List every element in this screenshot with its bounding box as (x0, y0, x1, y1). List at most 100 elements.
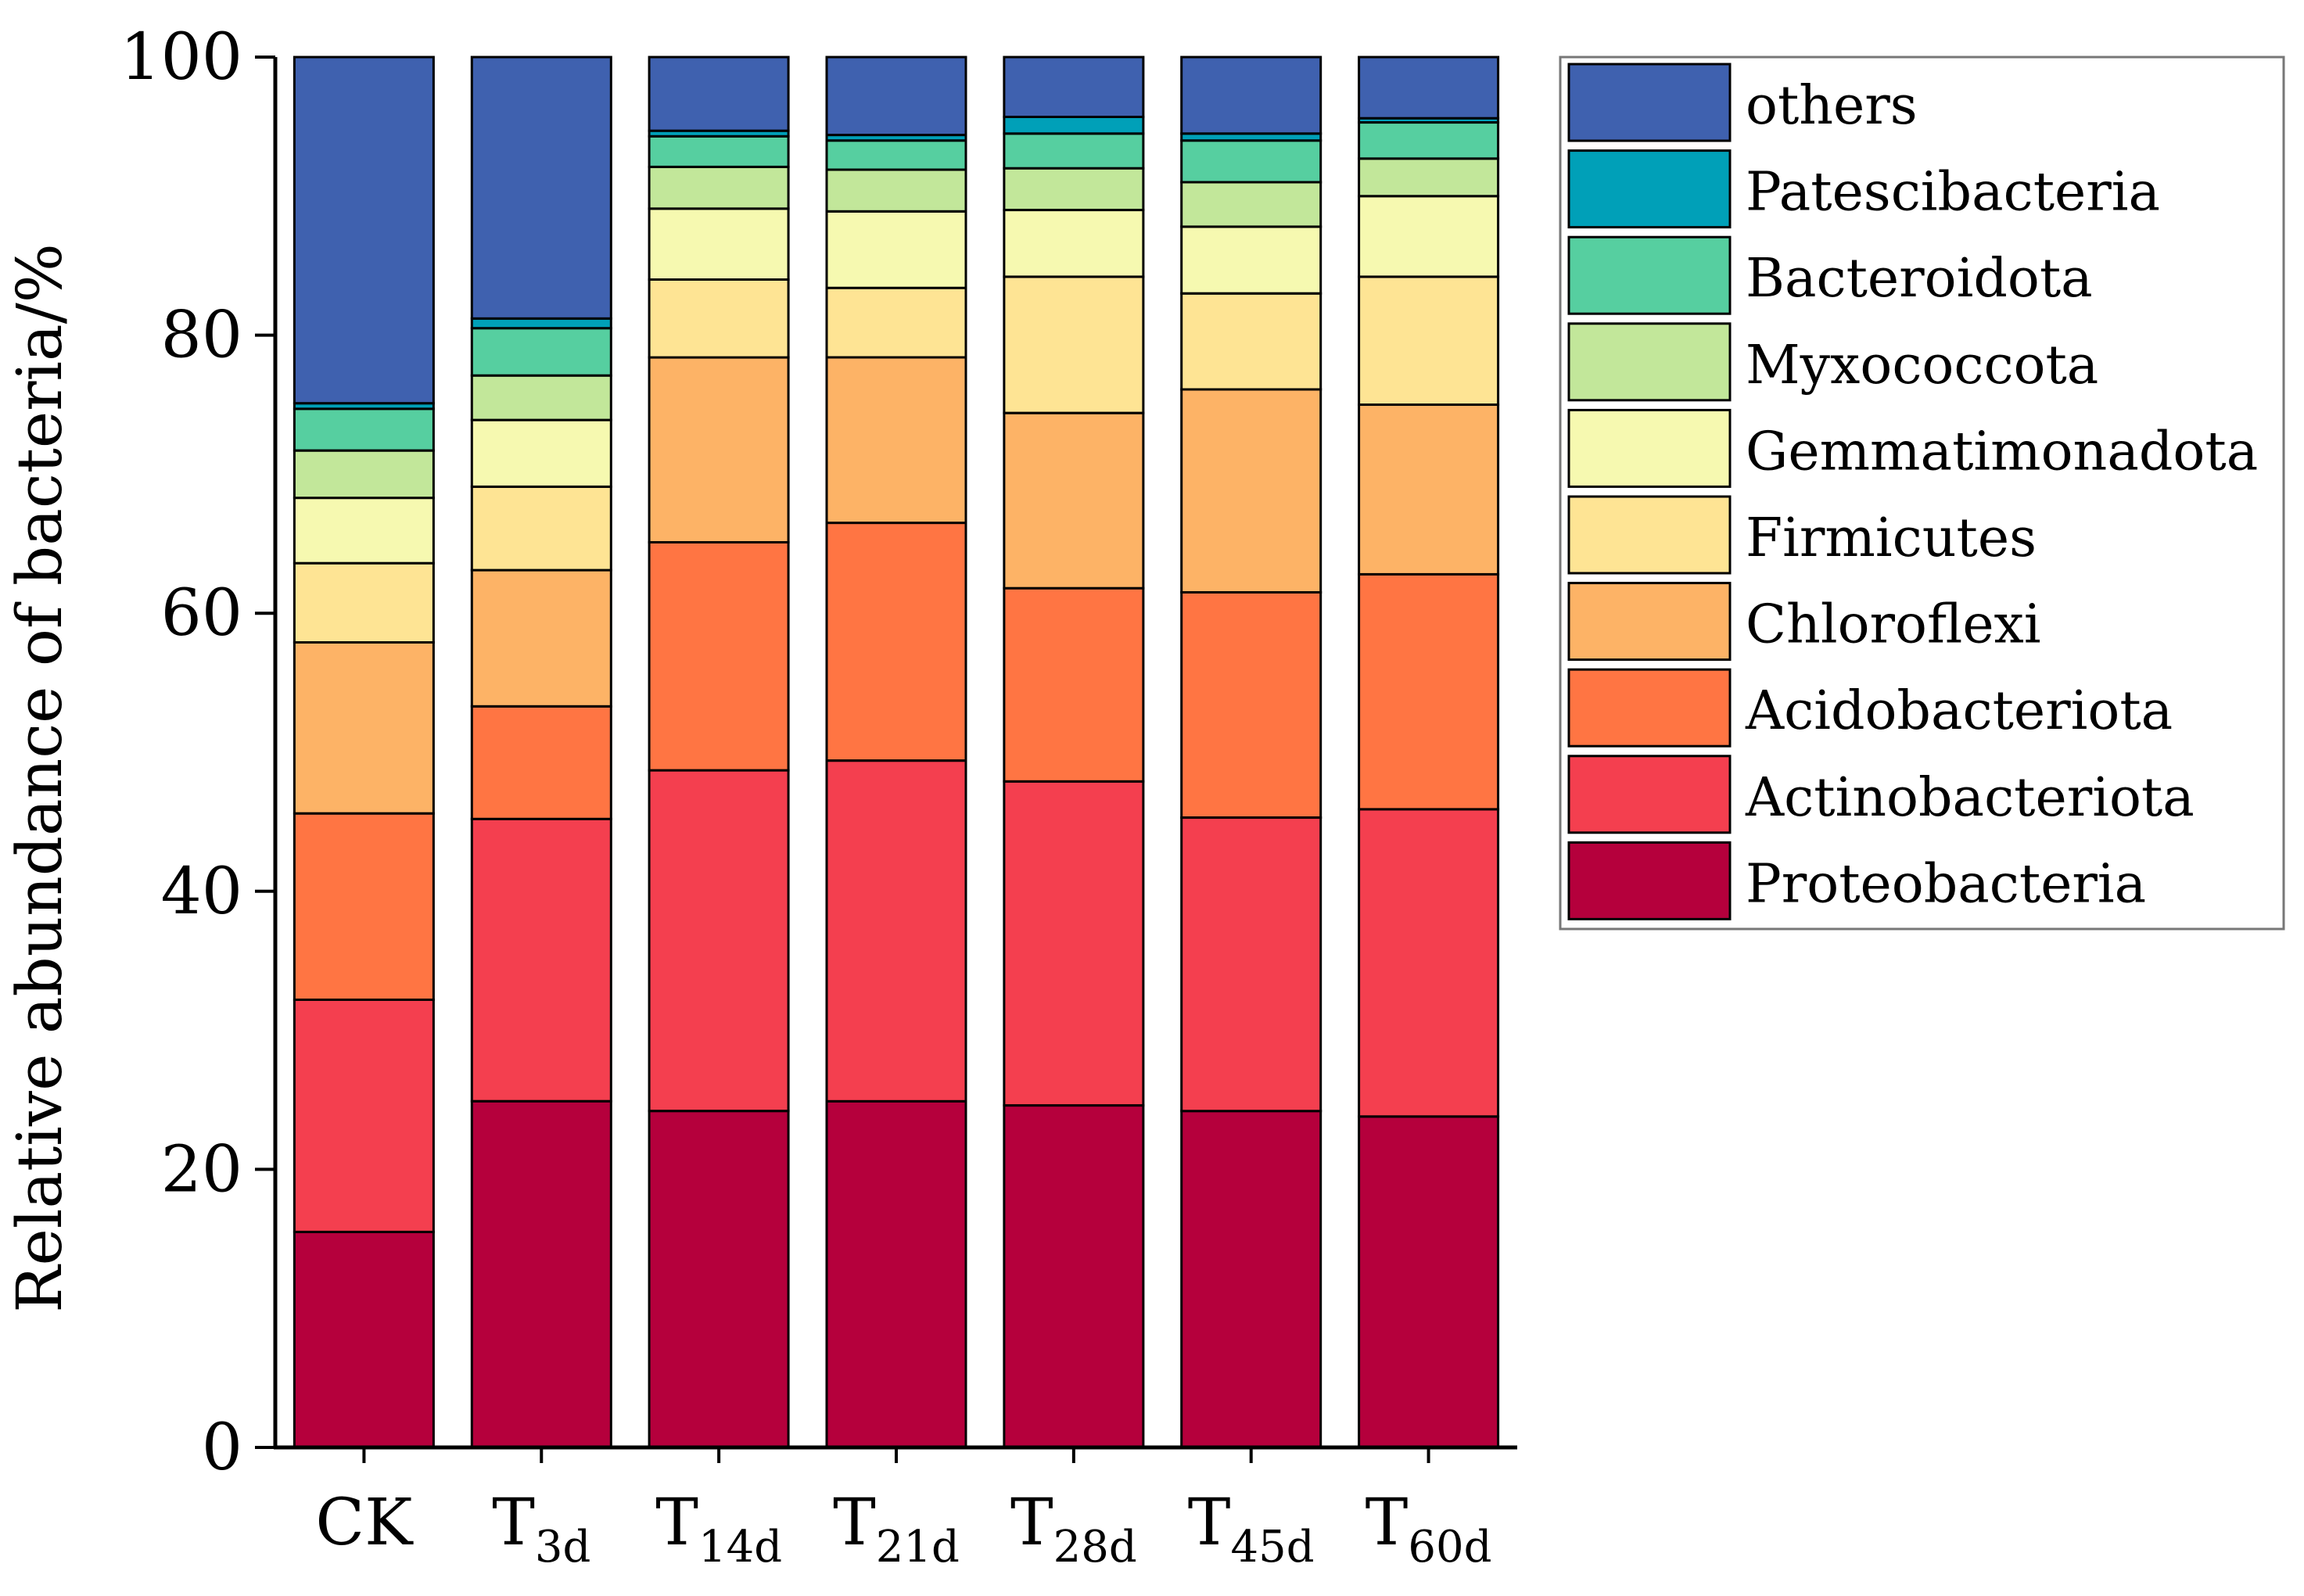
bar-segment-chloroflexi-2 (648, 356, 790, 543)
tick-labels-layer: CK T3d T14d T21d T28d T45d T60d 0 20 40 60 80 100 (120, 20, 1491, 1573)
x-tick-label: T3d (492, 1486, 590, 1573)
bar-segment-acidobacteriota-5 (1180, 591, 1322, 819)
legend-swatch-myxococcota (1567, 322, 1732, 402)
legend-label-acidobacteriota: Acidobacteriota (1745, 680, 2173, 742)
bar-segment-proteobacteria-5 (1180, 1110, 1322, 1449)
x-tick-label: T21d (833, 1486, 960, 1573)
bar-segment-myxococcota-1 (470, 374, 612, 421)
legend-label-proteobacteria: Proteobacteria (1746, 853, 2146, 915)
bar-segment-proteobacteria-4 (1003, 1104, 1145, 1449)
y-tick-label: 60 (161, 576, 242, 651)
y-axis-label: Relative abundance of bacteria/% (3, 243, 76, 1312)
y-tick-label: 80 (161, 299, 242, 373)
bar-segment-actinobacteriota-1 (470, 817, 612, 1103)
bar-segment-myxococcota-5 (1180, 181, 1322, 228)
bar-segment-chloroflexi-0 (292, 641, 435, 815)
bar-segment-firmicutes-5 (1180, 292, 1322, 391)
bar-segment-bacteroidota-2 (648, 134, 790, 168)
bar-segment-proteobacteria-3 (825, 1099, 967, 1449)
bar-segment-proteobacteria-0 (292, 1230, 435, 1449)
bar-segment-bacteroidota-6 (1358, 121, 1500, 160)
bar-segment-others-0 (292, 56, 435, 405)
bar-segment-proteobacteria-6 (1358, 1115, 1500, 1449)
y-tick-label: 20 (161, 1132, 242, 1207)
legend-swatch-bacteroidota (1567, 235, 1732, 315)
legend-swatch-chloroflexi (1567, 582, 1732, 662)
bar-segment-acidobacteriota-2 (648, 541, 790, 772)
bar-segment-myxococcota-4 (1003, 167, 1145, 211)
x-tick-label: T14d (655, 1486, 782, 1573)
bar-segment-acidobacteriota-3 (825, 522, 967, 762)
x-tick-label: T28d (1010, 1486, 1137, 1573)
bar-segment-myxococcota-6 (1358, 157, 1500, 198)
bar-segment-firmicutes-3 (825, 286, 967, 359)
bar-segment-chloroflexi-6 (1358, 403, 1500, 576)
bar-segment-chloroflexi-5 (1180, 388, 1322, 594)
bar-segment-others-4 (1003, 56, 1145, 118)
bar-segment-proteobacteria-1 (470, 1099, 612, 1449)
bar-segment-actinobacteriota-4 (1003, 780, 1145, 1107)
x-tick-label: T60d (1366, 1486, 1492, 1573)
bar-segment-firmicutes-2 (648, 278, 790, 359)
bar-segment-proteobacteria-2 (648, 1110, 790, 1449)
bar-segment-myxococcota-0 (292, 449, 435, 500)
legend: others Patescibacteria Bacteroidota Myxococ… (1559, 56, 2285, 931)
legend-label-firmicutes: Firmicutes (1746, 507, 2037, 569)
bar-segment-actinobacteriota-0 (292, 999, 435, 1233)
bar-segment-actinobacteriota-5 (1180, 816, 1322, 1113)
bar-segment-others-6 (1358, 56, 1500, 120)
legend-swatch-gemmatimonadota (1567, 408, 1732, 488)
legend-swatch-acidobacteriota (1567, 668, 1732, 748)
bar-segment-firmicutes-6 (1358, 275, 1500, 406)
bar-segment-acidobacteriota-0 (292, 812, 435, 1001)
bar-segment-chloroflexi-1 (470, 568, 612, 708)
bar-segment-gemmatimonadota-5 (1180, 225, 1322, 295)
bar-segment-bacteroidota-5 (1180, 139, 1322, 184)
legend-swatch-actinobacteriota (1567, 755, 1732, 834)
bar-segment-actinobacteriota-6 (1358, 808, 1500, 1118)
bar-segment-bacteroidota-3 (825, 139, 967, 171)
bar-segment-others-5 (1180, 56, 1322, 135)
bar-segment-others-1 (470, 56, 612, 320)
legend-label-myxococcota: Myxococcota (1746, 335, 2098, 396)
legend-label-gemmatimonadota: Gemmatimonadota (1746, 421, 2258, 482)
bar-segment-others-3 (825, 56, 967, 137)
y-tick-label: 0 (202, 1411, 242, 1485)
bar-segment-acidobacteriota-4 (1003, 586, 1145, 783)
legend-swatch-proteobacteria (1567, 841, 1732, 920)
x-tick-label: CK (315, 1486, 414, 1560)
legend-swatch-others (1567, 63, 1732, 142)
legend-label-actinobacteriota: Actinobacteriota (1745, 767, 2195, 829)
bar-segment-gemmatimonadota-3 (825, 210, 967, 289)
axes-layer (255, 56, 1517, 1463)
bar-segment-acidobacteriota-6 (1358, 572, 1500, 811)
bar-segment-firmicutes-4 (1003, 275, 1145, 414)
bars-layer (292, 56, 1500, 1449)
legend-label-others: others (1746, 75, 1918, 137)
bar-segment-firmicutes-1 (470, 485, 612, 572)
bar-segment-acidobacteriota-1 (470, 705, 612, 820)
bar-segment-others-2 (648, 56, 790, 132)
bar-segment-gemmatimonadota-2 (648, 207, 790, 281)
legend-swatch-firmicutes (1567, 495, 1732, 575)
bar-segment-gemmatimonadota-4 (1003, 209, 1145, 278)
bar-segment-patescibacteria-4 (1003, 116, 1145, 135)
bar-segment-actinobacteriota-2 (648, 769, 790, 1113)
y-tick-label: 40 (161, 855, 242, 929)
bar-segment-gemmatimonadota-1 (470, 418, 612, 488)
bar-segment-patescibacteria-1 (470, 317, 612, 330)
bar-segment-bacteroidota-4 (1003, 132, 1145, 170)
bar-segment-chloroflexi-4 (1003, 411, 1145, 590)
bar-segment-actinobacteriota-3 (825, 759, 967, 1103)
bar-segment-myxococcota-2 (648, 166, 790, 210)
bar-segment-bacteroidota-1 (470, 327, 612, 377)
legend-label-bacteroidota: Bacteroidota (1746, 248, 2093, 310)
bar-segment-myxococcota-3 (825, 168, 967, 213)
legend-label-patescibacteria: Patescibacteria (1746, 162, 2160, 224)
x-tick-label: T45d (1188, 1486, 1315, 1573)
bar-segment-bacteroidota-0 (292, 407, 435, 452)
y-tick-label: 100 (120, 20, 242, 95)
legend-label-chloroflexi: Chloroflexi (1746, 594, 2041, 656)
